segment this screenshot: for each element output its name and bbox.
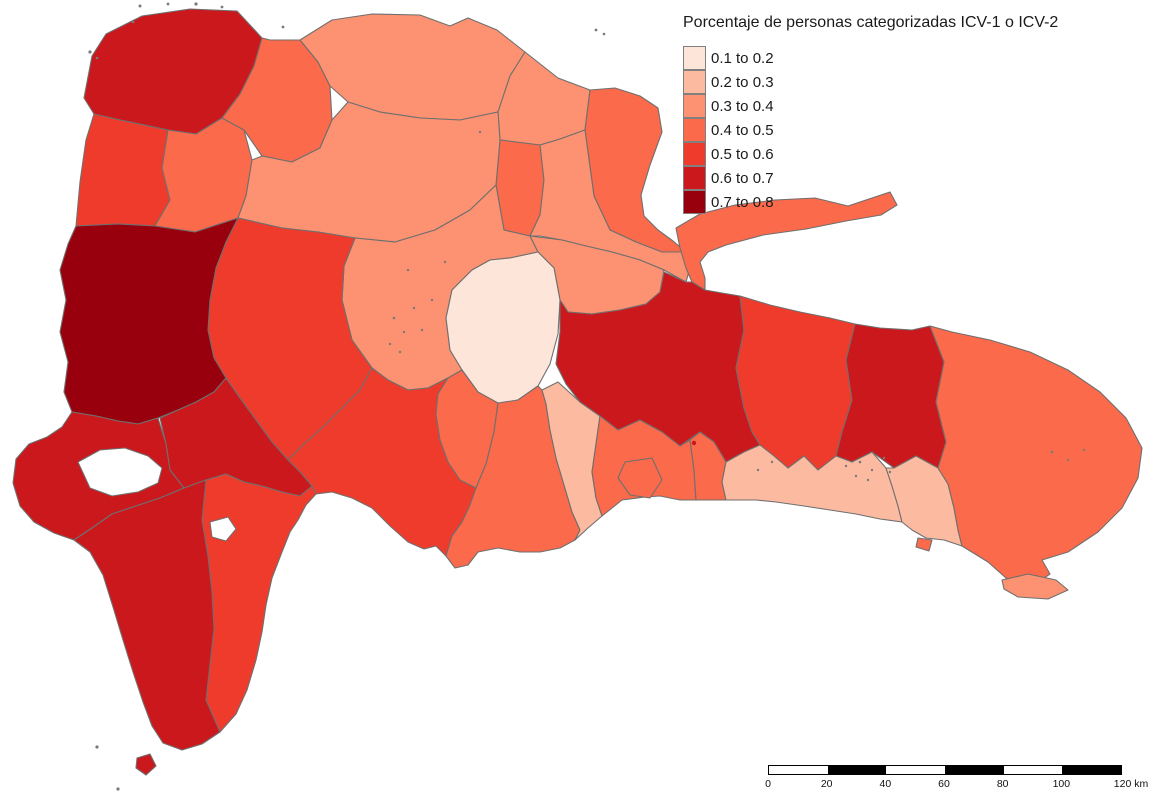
legend-item-label: 0.2 to 0.3 <box>711 73 774 91</box>
legend-swatch <box>683 141 706 166</box>
scale-bar-tick-label: 40 <box>879 778 892 790</box>
region-distrito-nacional <box>617 457 663 499</box>
legend-swatch <box>683 69 706 94</box>
scale-bar-segment <box>886 766 946 774</box>
legend-item: 0.6 to 0.7 <box>683 165 1058 190</box>
region-isla-catalina <box>915 537 933 552</box>
region-isla-beata <box>135 753 157 776</box>
region-puerto-plata <box>299 13 526 121</box>
legend-item-label: 0.7 to 0.8 <box>711 193 774 211</box>
legend-items: 0.1 to 0.2 0.2 to 0.3 0.3 to 0.4 0.4 to 0.5… <box>683 45 1058 214</box>
legend-item: 0.3 to 0.4 <box>683 93 1058 118</box>
legend-item-label: 0.6 to 0.7 <box>711 169 774 187</box>
lake-enriquillo <box>77 447 163 497</box>
legend-item: 0.5 to 0.6 <box>683 141 1058 166</box>
scale-bar-segment <box>769 766 828 774</box>
scale-bar-segment <box>1062 766 1122 774</box>
legend-swatch <box>683 165 706 190</box>
scale-bar-segments <box>768 765 1122 775</box>
islet-dots <box>88 2 1086 791</box>
scale-bar-tick-label: 0 <box>765 778 771 790</box>
laguna-rincon <box>209 516 237 542</box>
provinces <box>12 8 1143 776</box>
legend-item-label: 0.4 to 0.5 <box>711 121 774 139</box>
region-isla-saona <box>1001 573 1069 600</box>
legend: Porcentaje de personas categorizadas ICV… <box>683 14 1058 214</box>
small-enclave-dot <box>691 440 697 446</box>
legend-swatch <box>683 45 706 70</box>
scale-bar-tick-label: 60 <box>938 778 950 790</box>
region-pedernales <box>73 479 221 751</box>
legend-swatch <box>683 189 706 214</box>
legend-item: 0.7 to 0.8 <box>683 189 1058 214</box>
legend-swatch <box>683 93 706 118</box>
legend-item: 0.4 to 0.5 <box>683 117 1058 142</box>
legend-item-label: 0.3 to 0.4 <box>711 97 774 115</box>
scale-bar-ticks: 0 20 40 60 80 100 120 km <box>765 778 1148 792</box>
legend-title: Porcentaje de personas categorizadas ICV… <box>683 14 1059 31</box>
region-dajabon <box>75 113 171 227</box>
scale-bar-tick-label: 120 km <box>1113 778 1149 790</box>
scale-bar-segment <box>827 766 887 774</box>
region-valverde <box>221 37 333 163</box>
scale-bar-segment <box>945 766 1004 774</box>
legend-item-label: 0.5 to 0.6 <box>711 145 774 163</box>
scale-bar: 0 20 40 60 80 100 120 km <box>765 765 1148 792</box>
lakes <box>77 447 237 542</box>
region-santiago-rodriguez <box>154 117 253 233</box>
legend-item: 0.1 to 0.2 <box>683 45 1058 70</box>
region-barahona <box>201 473 317 733</box>
scale-bar-tick-label: 20 <box>820 778 833 790</box>
legend-swatch <box>683 117 706 142</box>
legend-item: 0.2 to 0.3 <box>683 69 1058 94</box>
scale-bar-segment <box>1003 766 1063 774</box>
scale-bar-tick-label: 80 <box>996 778 1009 790</box>
scale-bar-tick-label: 100 <box>1052 778 1071 790</box>
region-la-altagracia <box>929 325 1143 587</box>
legend-item-label: 0.1 to 0.2 <box>711 49 774 67</box>
region-el-seibo <box>835 323 947 469</box>
